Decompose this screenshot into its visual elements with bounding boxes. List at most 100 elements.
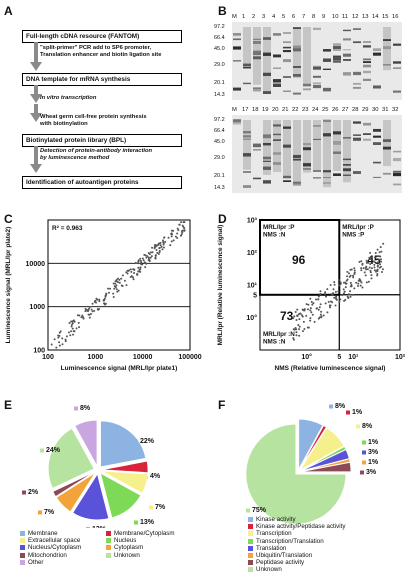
data-point: [319, 290, 322, 293]
data-point: [292, 338, 295, 341]
y-tick-label: 1000: [29, 304, 45, 311]
data-point: [57, 336, 60, 339]
legend-row: Mitochondrion Unknown: [20, 552, 210, 559]
legend-swatch: [20, 531, 25, 537]
data-point: [382, 242, 385, 245]
gel-marker-label: 45.0: [214, 139, 225, 145]
gel-band: [343, 59, 351, 61]
gel-lane-label: 25: [322, 107, 329, 113]
data-point: [376, 265, 379, 268]
gel-band: [353, 86, 361, 89]
legend-swatch: [248, 517, 253, 523]
panel-letter-b: B: [218, 4, 227, 18]
gel-band: [373, 161, 381, 164]
data-point: [84, 310, 87, 313]
data-point: [309, 319, 312, 322]
data-point: [50, 343, 53, 346]
data-point: [172, 239, 175, 242]
data-point: [98, 300, 101, 303]
data-point: [329, 304, 332, 307]
panel-letter-a: A: [4, 4, 13, 18]
data-point: [342, 288, 345, 291]
data-point: [319, 313, 322, 316]
gel-band: [233, 33, 241, 35]
data-point: [95, 297, 98, 300]
gel-band: [333, 61, 341, 63]
data-point: [333, 283, 336, 286]
gel-band: [343, 72, 351, 76]
gel-marker-label: 14.3: [214, 185, 225, 191]
gel-smear: [293, 120, 301, 186]
data-point: [70, 325, 73, 328]
legend-swatch: [20, 559, 25, 565]
data-point: [104, 302, 107, 305]
gel-lane-label: 24: [312, 107, 319, 113]
gel-band: [263, 180, 271, 184]
gel-background: [232, 115, 402, 193]
data-point: [151, 246, 154, 249]
data-point: [349, 268, 352, 271]
gel-lane-label: 12: [352, 14, 359, 20]
data-point: [86, 310, 89, 313]
flow-note-pcr: "split-primer" PCR add to SP6 promoter, …: [40, 45, 162, 58]
gel-lane-label: M: [232, 107, 237, 113]
gel-marker-label: 20.1: [214, 80, 225, 86]
gel-band: [273, 152, 281, 155]
gel-lane-label: 6: [292, 14, 296, 20]
gel-marker-label: 66.4: [214, 128, 225, 134]
gel-band: [323, 170, 331, 173]
pie-label-swatch: [362, 450, 366, 455]
data-point: [121, 285, 124, 288]
data-point: [113, 287, 116, 290]
data-point: [293, 315, 296, 318]
data-point: [295, 331, 298, 334]
data-point: [146, 255, 149, 258]
data-point: [68, 322, 71, 325]
gel-band: [313, 84, 321, 89]
data-point: [88, 316, 91, 319]
legend-row: Transcription/Translation: [248, 538, 413, 545]
gel-band: [313, 75, 321, 78]
gel-band: [263, 134, 271, 136]
data-point: [104, 294, 107, 297]
data-point: [331, 301, 334, 304]
data-point: [170, 235, 173, 238]
legend-swatch: [248, 531, 253, 537]
gel-band: [343, 137, 351, 139]
gel-band: [373, 176, 381, 178]
data-point: [58, 344, 61, 347]
gel-band: [273, 124, 281, 127]
gel-band: [293, 183, 301, 186]
x-tick-label: 100000: [178, 354, 201, 361]
data-point: [129, 275, 132, 278]
data-point: [180, 221, 183, 224]
data-point: [337, 290, 340, 293]
data-point: [75, 327, 78, 330]
gel-band: [363, 138, 371, 141]
data-point: [324, 291, 327, 294]
data-point: [326, 311, 329, 314]
gel-band: [343, 49, 351, 51]
x-tick-label: 10²: [395, 354, 406, 361]
gel-band: [253, 149, 261, 151]
legend-label: Mitochondrion: [28, 551, 67, 559]
data-point: [130, 270, 133, 273]
data-point: [71, 320, 74, 323]
data-point: [343, 290, 346, 293]
data-point: [295, 334, 298, 337]
data-point: [150, 255, 153, 258]
data-point: [129, 268, 132, 271]
data-point: [369, 251, 372, 254]
data-point: [148, 253, 151, 256]
legend-swatch: [248, 553, 253, 559]
data-point: [176, 236, 179, 239]
data-point: [332, 288, 335, 291]
y-tick-label: 10²: [247, 250, 258, 257]
data-point: [381, 268, 384, 271]
data-point: [334, 290, 337, 293]
gel-band: [373, 52, 381, 56]
data-point: [125, 271, 128, 274]
y-tick-label: 100: [33, 348, 45, 355]
pie-label-swatch: [38, 510, 42, 515]
data-point: [333, 281, 336, 284]
